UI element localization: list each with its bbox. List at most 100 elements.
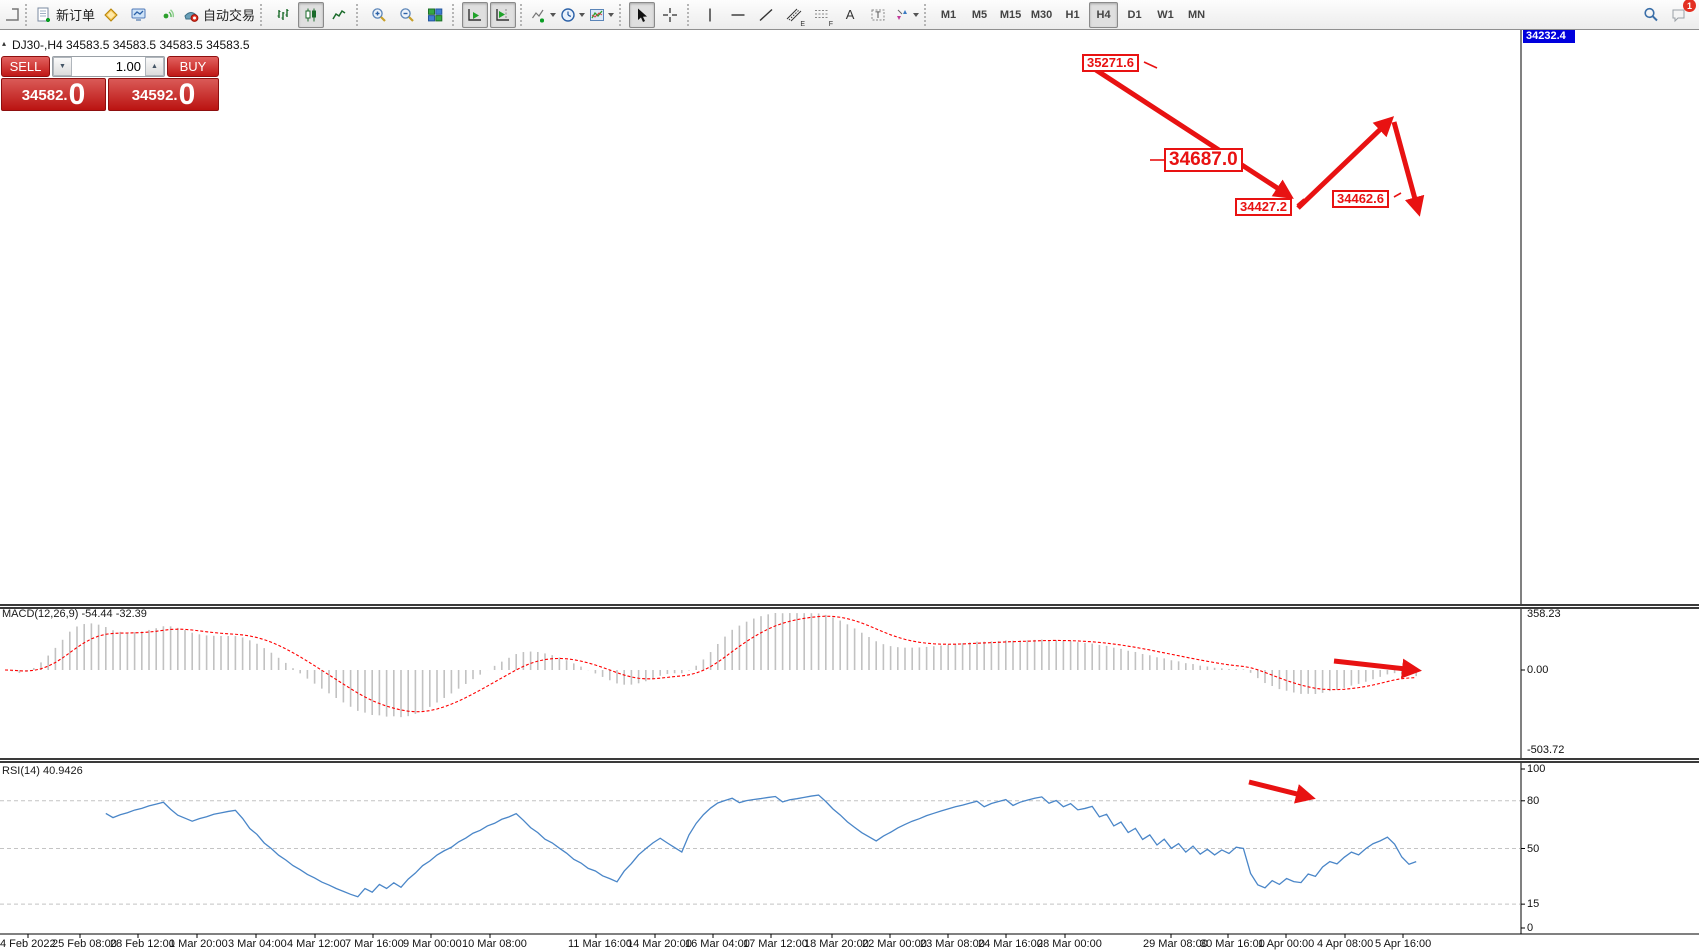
trend-arrow-4[interactable] bbox=[1333, 658, 1422, 679]
svg-text:T: T bbox=[875, 10, 881, 20]
horizontal-line-button[interactable] bbox=[725, 2, 751, 28]
time-axis[interactable]: 4 Feb 2022 25 Feb 08:00 28 Feb 12:00 1 Mar … bbox=[0, 935, 1699, 950]
terminal-button[interactable] bbox=[126, 2, 152, 28]
timeframe-button-h4[interactable]: H4 bbox=[1089, 1, 1119, 28]
trend-arrow-1[interactable] bbox=[1094, 67, 1294, 199]
timeframe-button-m15[interactable]: M15 bbox=[999, 8, 1022, 21]
trend-arrow-2[interactable] bbox=[1296, 116, 1395, 210]
crosshair-button[interactable] bbox=[657, 2, 683, 28]
fibo-sub-label: F bbox=[828, 20, 834, 28]
auto-trading-button[interactable]: 自动交易 bbox=[182, 2, 256, 28]
vertical-line-button[interactable] bbox=[697, 2, 723, 28]
volume-input[interactable]: 1.00 bbox=[115, 59, 141, 74]
time-tick: 10 Mar 08:00 bbox=[462, 938, 527, 950]
tile-windows-button[interactable] bbox=[422, 2, 448, 28]
rsi-scale-0: 0 bbox=[1527, 922, 1534, 934]
timeframe-group: M1 M5 M15 M30 H1 H4 D1 W1 MN bbox=[933, 1, 1212, 29]
time-tick: 28 Feb 12:00 bbox=[110, 938, 175, 950]
crosshair-icon bbox=[663, 7, 678, 22]
auto-scroll-button[interactable] bbox=[462, 1, 489, 28]
auto-trading-label: 自动交易 bbox=[203, 8, 256, 23]
horizontal-line-icon bbox=[731, 13, 745, 16]
trendline-button[interactable] bbox=[753, 2, 779, 28]
market-watch-button[interactable] bbox=[98, 2, 124, 28]
separator bbox=[619, 3, 625, 26]
price-ann-34427.2[interactable]: 34427.2 bbox=[1235, 198, 1292, 216]
channel-icon bbox=[786, 8, 802, 21]
timeframe-button-d1[interactable]: D1 bbox=[1127, 8, 1142, 21]
text-label-button[interactable]: T bbox=[865, 2, 891, 28]
time-tick: 24 Mar 16:00 bbox=[978, 938, 1043, 950]
macd-scale-min: -503.72 bbox=[1527, 744, 1565, 756]
timeframe-button-m5[interactable]: M5 bbox=[971, 8, 988, 21]
volume-increase-button[interactable]: ▲ bbox=[145, 57, 164, 76]
macd-label: MACD(12,26,9) -54.44 -32.39 bbox=[2, 608, 147, 620]
macd-scale-max: 358.23 bbox=[1527, 608, 1561, 620]
trend-arrow-5[interactable] bbox=[1248, 779, 1316, 804]
monitor-icon bbox=[131, 8, 146, 21]
time-tick: 7 Mar 16:00 bbox=[345, 938, 404, 950]
chart-shift-button[interactable] bbox=[490, 1, 517, 28]
annotation-connector bbox=[1393, 192, 1402, 198]
sell-button[interactable]: SELL bbox=[1, 56, 50, 77]
bar-chart-button[interactable] bbox=[270, 2, 296, 28]
sell-price-big-digit: 0 bbox=[68, 78, 86, 111]
buy-button[interactable]: BUY bbox=[167, 56, 219, 77]
chart-canvas[interactable] bbox=[0, 30, 1699, 950]
tile-windows-icon bbox=[428, 8, 443, 21]
candlestick-chart-button[interactable] bbox=[298, 1, 325, 28]
template-chart-icon bbox=[590, 8, 605, 21]
separator bbox=[520, 3, 526, 26]
price-ann-35271.6[interactable]: 35271.6 bbox=[1082, 54, 1139, 72]
clipped-chart-icon[interactable] bbox=[3, 2, 21, 28]
search-button[interactable] bbox=[1638, 2, 1664, 28]
macd-panel-separator[interactable] bbox=[0, 604, 1699, 609]
time-tick: 9 Mar 00:00 bbox=[403, 938, 462, 950]
trend-arrow-3[interactable] bbox=[1391, 121, 1425, 217]
line-chart-icon bbox=[332, 9, 346, 19]
timeframe-button-h1[interactable]: H1 bbox=[1065, 8, 1080, 21]
text-tool-icon: A bbox=[845, 7, 855, 22]
templates-button[interactable] bbox=[588, 2, 615, 28]
time-tick: 30 Mar 16:00 bbox=[1200, 938, 1265, 950]
buy-price[interactable]: 34592. 0 bbox=[108, 78, 219, 111]
chevron-down-icon bbox=[579, 12, 586, 17]
rsi-panel-separator[interactable] bbox=[0, 758, 1699, 763]
cursor-button[interactable] bbox=[629, 1, 656, 28]
clock-icon bbox=[561, 7, 575, 22]
zoom-out-button[interactable] bbox=[394, 2, 420, 28]
annotation-connector bbox=[1143, 61, 1158, 69]
auto-trading-icon bbox=[184, 11, 199, 22]
chart-fragment-icon bbox=[6, 7, 19, 21]
equidistant-channel-button[interactable]: E bbox=[781, 2, 807, 28]
notifications-button[interactable]: 1 bbox=[1666, 0, 1696, 28]
timeframe-button-mn[interactable]: MN bbox=[1187, 8, 1206, 21]
timeframe-button-m1[interactable]: M1 bbox=[940, 8, 957, 21]
line-chart-button[interactable] bbox=[326, 2, 352, 28]
rsi-scale-15: 15 bbox=[1527, 898, 1540, 911]
time-tick: 4 Mar 12:00 bbox=[287, 938, 346, 950]
chart-shift-icon bbox=[496, 8, 510, 21]
chart-title: DJ30-,H4 34583.5 34583.5 34583.5 34583.5 bbox=[12, 38, 250, 52]
text-button[interactable]: A bbox=[837, 2, 863, 28]
time-tick: 18 Mar 20:00 bbox=[804, 938, 869, 950]
buy-price-big-digit: 0 bbox=[178, 78, 196, 111]
sell-price[interactable]: 34582. 0 bbox=[1, 78, 107, 111]
arrows-shapes-button[interactable] bbox=[893, 2, 920, 28]
new-order-button[interactable]: 新订单 bbox=[35, 2, 96, 28]
zoom-in-button[interactable] bbox=[366, 2, 392, 28]
signals-button[interactable] bbox=[154, 2, 180, 28]
timeframe-button-m30[interactable]: M30 bbox=[1030, 8, 1053, 21]
volume-decrease-button[interactable]: ▼ bbox=[53, 57, 72, 76]
indicators-button[interactable] bbox=[530, 2, 557, 28]
timeframe-button-w1[interactable]: W1 bbox=[1157, 8, 1174, 21]
fibonacci-button[interactable]: F bbox=[809, 2, 835, 28]
time-tick: 3 Mar 04:00 bbox=[228, 938, 287, 950]
time-tick: 22 Mar 00:00 bbox=[862, 938, 927, 950]
time-tick: 25 Feb 08:00 bbox=[52, 938, 117, 950]
price-ann-34462.6[interactable]: 34462.6 bbox=[1332, 190, 1389, 208]
periods-button[interactable] bbox=[559, 2, 586, 28]
price-ann-34687.0[interactable]: 34687.0 bbox=[1164, 148, 1243, 172]
separator bbox=[924, 3, 930, 26]
